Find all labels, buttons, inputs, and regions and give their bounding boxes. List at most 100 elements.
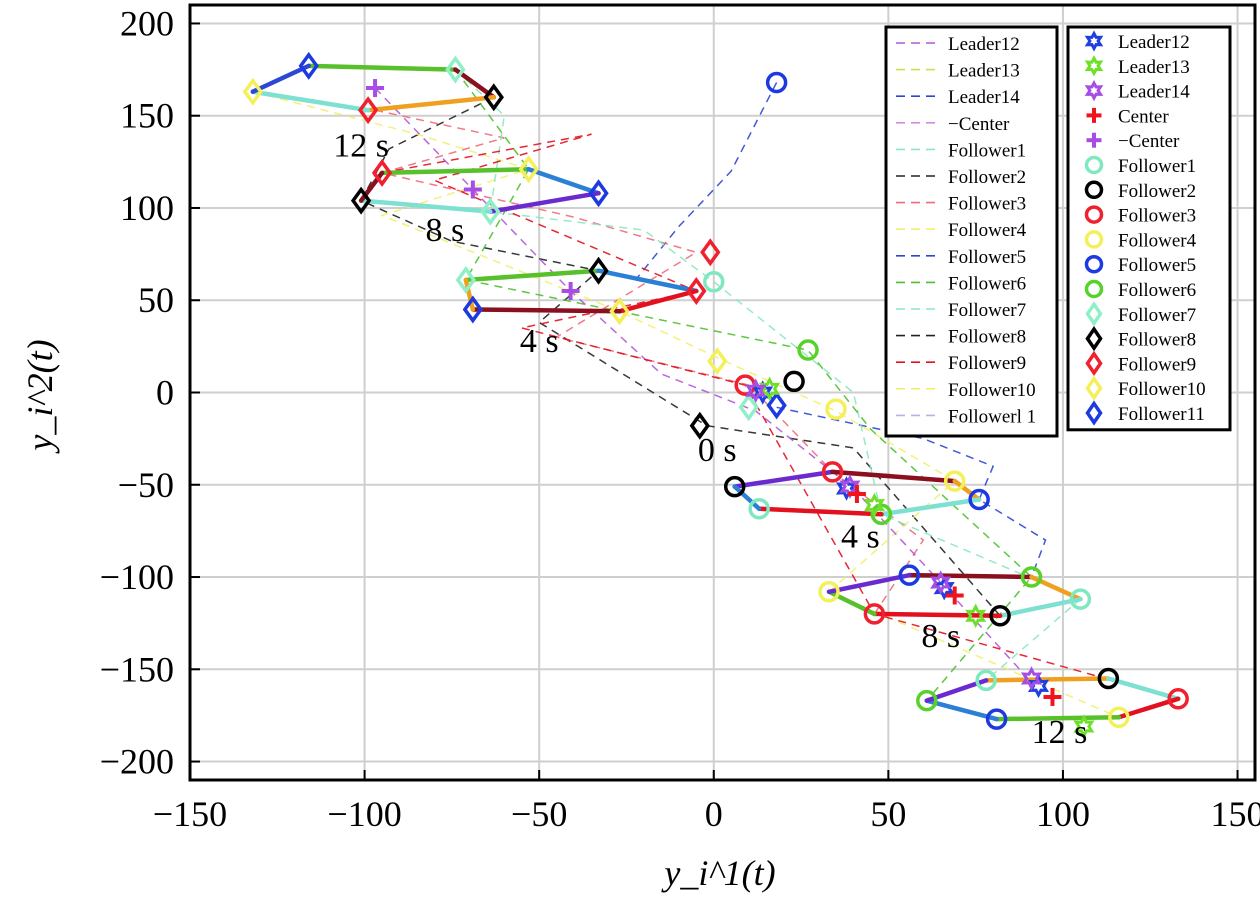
y-tick-label: 200: [120, 3, 174, 43]
legend-marker-label: Follower2: [1118, 181, 1196, 202]
time-label: 8 s: [921, 618, 960, 655]
formation-edge-upper-8s: [379, 166, 531, 176]
marker-Follower3: [1167, 688, 1189, 710]
formation-edge-upper-8s: [526, 166, 601, 196]
marker-Follower11: [298, 51, 319, 80]
marker-Center: [847, 484, 866, 503]
marker-Leader12: [752, 380, 774, 405]
marker-Follower4: [818, 581, 840, 603]
trajectory-Follower9: [381, 133, 1179, 700]
legend-marker-swatch: [1084, 205, 1104, 224]
formation-edge-upper-8s: [358, 198, 493, 214]
legend-marker-label: Follower4: [1118, 230, 1197, 251]
legend-marker-label: Follower8: [1118, 330, 1196, 351]
legend-marker-label: Follower3: [1118, 206, 1196, 227]
legend-lines: Leader12 Leader13 Leader14 −Center Follower1…: [884, 25, 1059, 438]
x-tick-label: −50: [511, 794, 567, 834]
legend-marker-label: Follower11: [1118, 404, 1205, 425]
legend-marker-swatch: [1084, 254, 1104, 274]
legend-marker-label: Follower9: [1118, 354, 1196, 375]
x-tick-label: 100: [1036, 794, 1090, 834]
legend-marker-label: −Center: [1118, 131, 1180, 152]
legend-marker-swatch: [1085, 301, 1103, 327]
marker-Follower6: [916, 689, 938, 712]
marker-Follower9: [700, 238, 721, 267]
time-label: 0 s: [698, 432, 737, 469]
formation-edge-upper-12s: [306, 63, 458, 72]
legend-line-label: Follower2: [948, 167, 1026, 188]
marker-Follower7: [480, 197, 501, 226]
marker-Leader12: [835, 476, 858, 501]
marker-Follower5: [968, 488, 990, 511]
formation-edge-upper-8s: [488, 190, 601, 214]
marker-Follower4: [1108, 706, 1130, 729]
marker-Follower1: [975, 669, 997, 692]
y-axis-label: y_i^2(t): [20, 339, 60, 453]
legend-marker-swatch: [1086, 132, 1102, 148]
legend-marker-swatch: [1084, 230, 1104, 249]
formation-edge-lower-4s: [830, 469, 957, 484]
legend-line-label: Follower6: [948, 273, 1026, 294]
marker-Follower2: [1097, 667, 1120, 690]
y-tick-label: −100: [100, 557, 174, 597]
marker-Follower5: [985, 708, 1008, 730]
formation-edge-lower-8s: [997, 596, 1083, 619]
marker-Leader14: [930, 570, 952, 595]
legend-line-label: Follower1: [948, 140, 1026, 161]
legend-marker-swatch: [1084, 55, 1104, 77]
formation-polygons: [250, 63, 1181, 722]
marker-Follower9: [357, 96, 379, 125]
legend-lines-box: [884, 25, 1059, 438]
marker-Follower9: [686, 277, 707, 305]
legend-marker-swatch: [1084, 180, 1104, 200]
marker-−Center: [463, 180, 482, 199]
marker-Leader13: [965, 603, 987, 629]
marker-Follower6: [870, 503, 893, 526]
marker-Leader13: [1073, 714, 1095, 739]
marker-Follower4: [825, 398, 847, 420]
legend-line-label: Follower7: [948, 300, 1026, 321]
marker-Follower4: [943, 470, 966, 492]
formation-edge-lower-12s: [1106, 676, 1181, 702]
legend-marker-swatch: [1084, 279, 1104, 299]
marker-Leader13: [758, 376, 781, 402]
y-tick-label: −150: [100, 649, 174, 689]
formation-edge-lower-12s: [924, 698, 999, 722]
trajectory-Follower4: [252, 90, 1120, 718]
x-tick-label: −100: [327, 794, 401, 834]
agent-markers: [242, 51, 1189, 739]
axis-ticks: −150 −100 −50 0 50 100 150 −200 −150 −100 −50 0 50 10…: [100, 3, 1260, 834]
marker-Follower1: [748, 498, 770, 520]
marker-Follower10: [242, 77, 264, 106]
trajectory-Follower5: [776, 406, 1047, 578]
x-axis-label: y_i^1(t): [661, 853, 775, 893]
formation-edge-upper-12s: [365, 95, 497, 113]
marker-Follower5: [898, 564, 921, 586]
marker-Follower11: [766, 391, 787, 420]
legend-marker-label: Center: [1118, 106, 1169, 127]
legend-marker-label: Follower5: [1118, 255, 1196, 276]
legend-marker-swatch: [1085, 326, 1103, 352]
y-tick-label: −50: [118, 465, 174, 505]
y-tick-label: 50: [138, 280, 174, 320]
marker-Follower2: [723, 475, 746, 498]
marker-Follower5: [765, 71, 788, 94]
time-label: 12 s: [333, 127, 389, 164]
legend-marker-swatch: [1085, 350, 1103, 376]
time-label: 8 s: [426, 212, 465, 249]
marker-Leader12: [1027, 673, 1050, 699]
legend-markers: Leader12 Leader13 Leader14 Center −Center Fol…: [1066, 25, 1232, 432]
marker-Follower3: [863, 603, 886, 625]
x-tick-label: −150: [153, 794, 227, 834]
legend-line-label: Follower3: [948, 194, 1026, 215]
time-label: 4 s: [520, 323, 559, 360]
y-axis-label-text: y_i^2(t): [20, 339, 60, 453]
x-tick-label: 0: [705, 794, 723, 834]
formation-edge-lower-12s: [983, 676, 1111, 683]
marker-Follower8: [689, 411, 710, 440]
formation-edge-upper-4s: [470, 307, 622, 314]
legend-marker-swatch: [1084, 30, 1104, 52]
legend-line-label: Follower4: [948, 220, 1027, 241]
legend-marker-label: Follower10: [1118, 379, 1206, 400]
